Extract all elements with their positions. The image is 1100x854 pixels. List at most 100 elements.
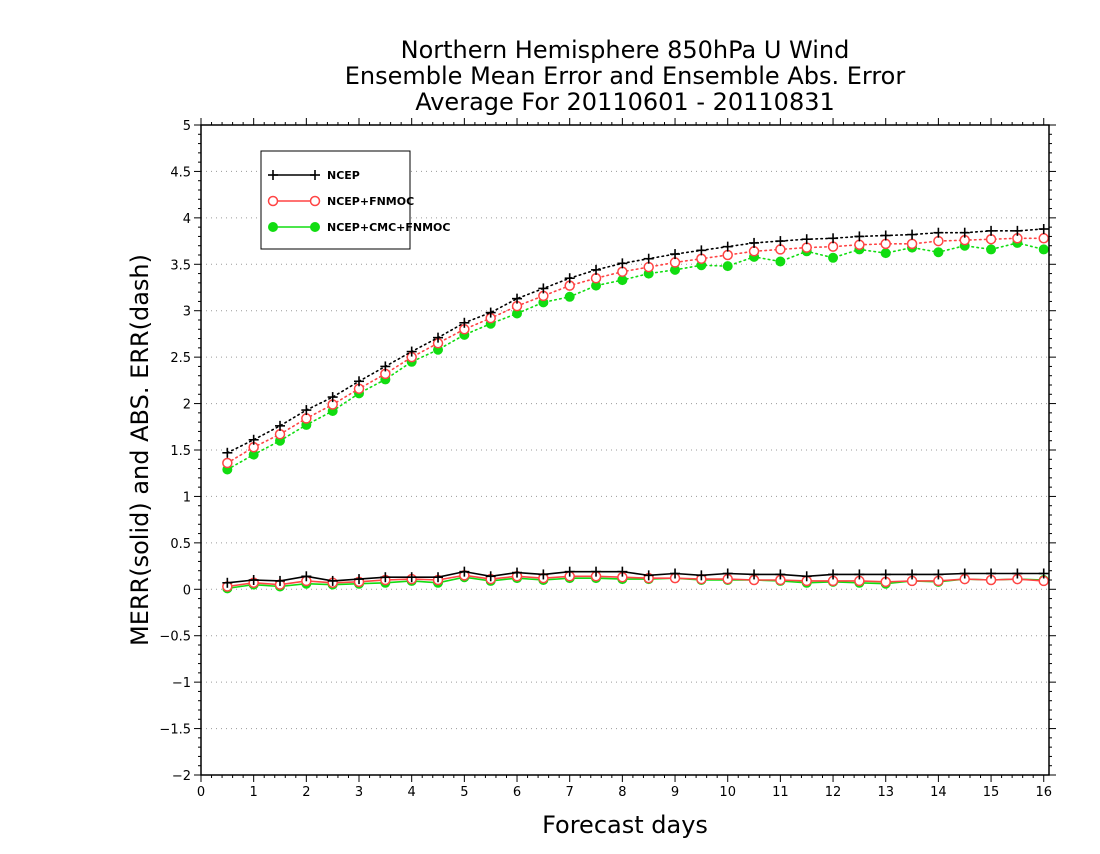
merr-point: [591, 566, 602, 577]
abs-err-line-filled-circle: [226, 242, 1045, 471]
x-tick-label: 12: [825, 785, 842, 800]
legend-label: NCEP+FNMOC: [327, 195, 414, 208]
abs-err-point: [801, 234, 812, 245]
merr-point: [617, 566, 628, 577]
abs-err-point: [985, 233, 997, 245]
abs-err-point: [775, 236, 786, 247]
legend-marker: [268, 170, 278, 180]
abs-err-line-plus: [226, 228, 1045, 454]
x-tick-label: 6: [513, 785, 521, 800]
abs-err-point: [722, 241, 733, 252]
legend-marker: [309, 195, 321, 207]
abs-err-point: [617, 266, 628, 277]
x-tick-label: 2: [302, 785, 310, 800]
x-tick-label: 4: [408, 785, 416, 800]
merr-point: [801, 571, 812, 582]
y-tick-label: 0: [183, 583, 191, 598]
y-tick-label: 1: [183, 490, 191, 505]
merr-point: [564, 566, 575, 577]
abs-err-point: [222, 457, 233, 469]
legend-marker: [267, 195, 279, 207]
x-tick-label: 15: [983, 785, 1000, 800]
merr-point: [1012, 568, 1023, 579]
chart-title-line: Ensemble Mean Error and Ensemble Abs. Er…: [345, 62, 906, 90]
grid-layer: [201, 170, 1049, 730]
abs-err-point: [564, 273, 575, 284]
merr-point: [327, 575, 338, 586]
merr-point: [933, 569, 944, 580]
merr-point: [907, 569, 918, 580]
y-tick-label: 5: [183, 119, 191, 134]
merr-point: [749, 569, 760, 580]
abs-err-point: [301, 413, 312, 424]
y-tick-label: 1.5: [170, 444, 191, 459]
merr-point: [459, 566, 470, 577]
x-tick-label: 9: [671, 785, 679, 800]
merr-point: [433, 572, 444, 583]
abs-err-point: [564, 291, 575, 302]
y-tick-label: −2: [172, 769, 191, 784]
abs-err-point: [986, 244, 997, 255]
merr-point: [538, 569, 549, 580]
merr-point: [380, 572, 391, 583]
abs-err-point: [380, 361, 391, 372]
legend-label: NCEP+CMC+FNMOC: [327, 221, 450, 234]
legend-marker: [268, 222, 278, 232]
merr-point: [248, 575, 259, 585]
abs-err-point: [406, 346, 417, 357]
abs-err-point: [248, 434, 259, 445]
merr-point: [670, 568, 681, 579]
abs-err-point: [722, 249, 733, 261]
abs-err-point: [301, 405, 312, 416]
abs-err-point: [880, 238, 891, 250]
y-tick-label: 4.5: [170, 165, 191, 180]
merr-point: [354, 574, 365, 585]
abs-err-point: [617, 258, 628, 269]
merr-point: [880, 569, 891, 580]
axes-layer: −2−1.5−1−0.500.511.522.533.544.550 1 2 3 4 5 6…: [126, 118, 1056, 839]
y-tick-label: 3: [183, 305, 191, 320]
abs-err-point: [1038, 244, 1049, 255]
x-axis-label: Forecast days: [542, 811, 708, 839]
x-tick-label: 16: [1035, 785, 1052, 800]
legend-layer: NCEP NCEP+FNMOC NCEP+CMC+FNMOC: [260, 150, 450, 250]
abs-err-point: [433, 332, 444, 343]
abs-err-point: [590, 272, 602, 284]
merr-point: [406, 572, 417, 583]
x-tick-label: 14: [930, 785, 947, 800]
legend-marker: [310, 170, 320, 180]
abs-err-point: [748, 246, 760, 257]
x-tick-label: 8: [618, 785, 626, 800]
abs-err-point: [354, 376, 365, 387]
abs-err-point: [485, 307, 496, 318]
y-axis-label: MERR(solid) and ABS. ERR(dash): [126, 254, 154, 646]
abs-err-point: [880, 248, 891, 259]
abs-err-point: [854, 231, 865, 242]
abs-err-point: [327, 392, 338, 403]
abs-err-point: [933, 235, 944, 247]
abs-err-point: [880, 230, 891, 241]
x-tick-label: 13: [877, 785, 894, 800]
abs-err-point: [959, 227, 970, 238]
abs-err-point: [986, 225, 997, 236]
y-tick-label: −0.5: [159, 630, 191, 645]
abs-err-point: [801, 242, 812, 253]
merr-point: [275, 575, 286, 586]
x-tick-label: 5: [460, 785, 468, 800]
abs-err-point: [696, 245, 707, 256]
abs-err-point: [775, 256, 786, 267]
abs-err-point: [1038, 224, 1049, 234]
abs-err-point: [670, 249, 681, 260]
title-layer: Northern Hemisphere 850hPa U WindEnsembl…: [345, 36, 906, 116]
legend-box: [260, 150, 411, 250]
legend-label: NCEP: [327, 169, 360, 182]
abs-err-point: [512, 293, 523, 304]
x-tick-label: 0: [197, 785, 205, 800]
merr-point: [512, 567, 523, 578]
merr-point: [722, 568, 733, 579]
abs-err-point: [906, 238, 918, 250]
y-tick-label: 3.5: [170, 258, 191, 273]
abs-err-point: [275, 420, 286, 431]
abs-err-point: [1012, 225, 1023, 236]
